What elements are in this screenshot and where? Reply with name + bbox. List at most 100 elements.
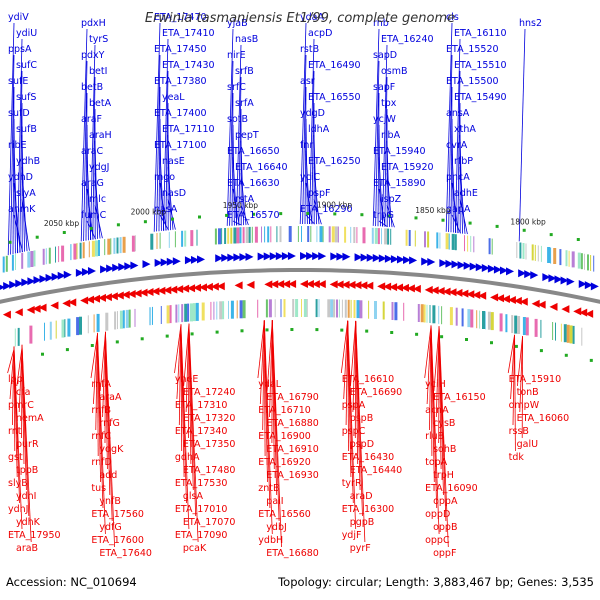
reverse-cog-block [517,316,521,334]
reverse-cog-block [213,301,215,320]
gene-label: rnfB [91,405,111,416]
gene-connector [7,349,15,374]
reverse-gene-arrow [359,281,368,290]
forward-cog-block [571,251,575,268]
gene-connector [450,86,453,233]
forward-cog-block [439,232,441,249]
reverse-gene-arrow [210,282,219,291]
gene-connector [236,44,242,226]
gene-label: ydgK [99,444,124,455]
gene-label: tpx [381,98,397,109]
forward-gene-arrow [439,259,448,268]
reverse-cog-block [257,299,259,318]
forward-gene-arrow [566,277,575,286]
forward-gene-arrow [584,281,593,290]
forward-cog-block [559,249,562,266]
reverse-cog-block [79,316,82,335]
gene-label: rfbP [454,156,473,167]
forward-gene-arrow [312,252,321,261]
reverse-cog-block [394,302,398,321]
reverse-cog-block [505,314,508,333]
tick-mark [360,213,364,217]
reverse-cog-block [178,304,180,323]
reverse-cog-block [184,303,188,322]
gene-label: ETA_16290 [300,204,353,215]
reverse-gene-arrow [395,283,404,292]
reverse-cog-block [476,310,478,329]
gene-label: ribA [381,130,401,141]
tick-mark [315,328,319,332]
gene-label: ETA_16240 [381,34,434,45]
gene-label: ydhK [16,517,41,528]
forward-gene-arrow [221,253,230,262]
gene-label: yneE [175,374,199,385]
tick-label: 1800 kbp [510,218,546,227]
gene-label: ETA_15490 [454,92,507,103]
tick-mark [390,331,394,334]
reverse-cog-block [187,303,190,322]
reverse-gene-arrow [14,308,23,317]
gene-label: glsA [183,491,204,502]
reverse-gene-labels: lpp cfa pmrC nemA rnt purR gst tppB slyB ydhI ydhJ… [8,374,569,559]
reverse-cog-block [236,300,238,319]
reverse-cog-block [134,308,136,327]
reverse-gene-arrow [133,289,142,298]
gene-label: ynfB [99,496,121,507]
reverse-gene-arrow [353,281,362,290]
gene-label: rssB [509,426,529,437]
gene-label: tppB [16,465,38,476]
gene-label: ETA_17010 [175,504,228,515]
reverse-cog-block [560,323,562,342]
gene-label: ETA_16710 [258,405,311,416]
gene-label: topA [425,457,448,468]
gene-connector [507,334,515,374]
gene-label: ETA_16570 [227,210,280,221]
gene-label: tyrS [89,34,108,45]
forward-cog-block [491,238,493,255]
forward-cog-block [322,226,324,243]
reverse-cog-block [152,306,153,325]
forward-cog-block [79,242,82,259]
forward-cog-block [565,250,568,267]
forward-gene-arrow [118,262,127,271]
gene-connector [451,182,459,234]
reverse-cog-block [356,300,360,319]
reverse-cog-block [230,300,234,319]
gene-label: rstB [300,44,319,55]
gene-connector [305,214,315,225]
forward-gene-arrow [342,252,351,261]
gene-connector [21,166,28,252]
gene-label: ETA_16060 [517,413,570,424]
reverse-cog-block [303,299,307,317]
gene-label: ETA_17530 [175,478,228,489]
gene-label: osmB [381,66,408,77]
gene-label: yciC [300,172,320,183]
gene-label: yjaB [227,18,248,29]
forward-cog-block [337,226,339,243]
gene-connector [229,60,234,226]
gene-connector [263,320,273,535]
forward-gene-arrow [518,269,527,278]
forward-cog-block [334,226,338,243]
tick-mark [89,226,93,230]
forward-cog-block [531,244,534,261]
tick-mark [465,338,468,341]
gene-label: ETA_17640 [99,548,152,559]
gene-connector [386,204,395,228]
reverse-cog-block [490,312,494,331]
gene-connector [159,214,169,231]
gene-connector [459,198,468,235]
gene-label: ETA_17560 [91,509,144,520]
gene-connector [309,38,315,225]
reverse-cog-block [195,302,199,321]
gene-connector [313,198,322,225]
gene-label: ydaA [300,12,324,23]
reverse-cog-block [347,299,350,318]
forward-gene-arrow [190,255,199,264]
gene-label: ETA_15500 [446,76,499,87]
gene-label: ETA_15940 [373,146,426,157]
forward-gene-arrow [542,273,551,282]
forward-gene-arrow [554,275,563,284]
forward-gene-arrow [3,282,12,291]
forward-gene-arrow [233,253,242,262]
